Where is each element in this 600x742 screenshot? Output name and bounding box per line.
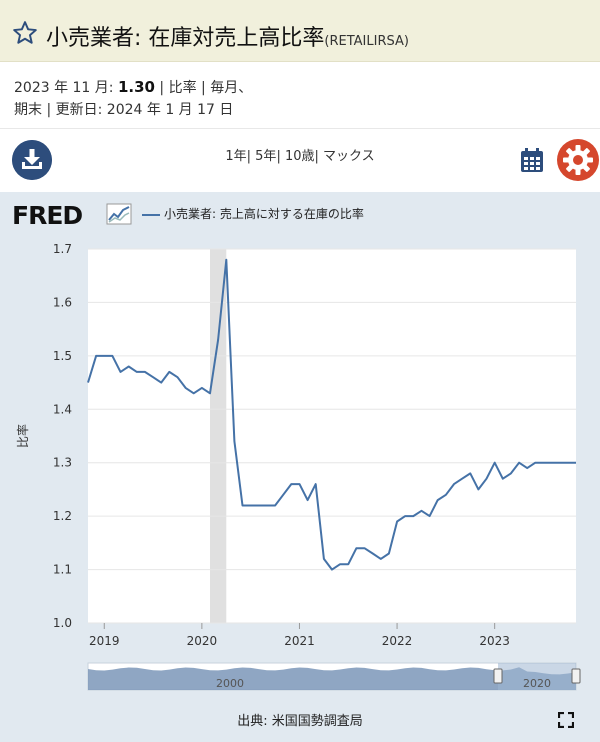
range-max[interactable]: マックス [323, 149, 375, 164]
series-code: (RETAILIRSA) [324, 34, 409, 49]
x-tick-label: 2021 [284, 634, 315, 648]
y-tick-label: 1.4 [53, 402, 72, 416]
series-meta: 2023 年 11 月: 1.30 | 比率 | 毎月、 期末 | 更新日: 2… [14, 76, 252, 121]
y-tick-label: 1.2 [53, 509, 72, 523]
download-button[interactable] [12, 140, 52, 180]
divider [0, 128, 600, 129]
page-title: 小売業者: 在庫対売上高比率(RETAILIRSA) [46, 20, 409, 52]
expand-icon[interactable] [558, 712, 574, 728]
gear-icon[interactable] [557, 139, 599, 181]
meta-units: | 比率 | 毎月、 [154, 80, 253, 96]
date-range-selector: 1年| 5年| 10歳| マックス [225, 149, 375, 164]
meta-line-1: 2023 年 11 月: 1.30 | 比率 | 毎月、 [14, 76, 252, 99]
y-tick-label: 1.0 [53, 616, 72, 630]
series-header: 小売業者: 在庫対売上高比率(RETAILIRSA) [0, 0, 600, 62]
range-1y[interactable]: 1年 [225, 149, 247, 164]
range-10y[interactable]: 10歳 [284, 149, 315, 164]
y-tick-label: 1.5 [53, 349, 72, 363]
legend-series-name: 小売業者: 売上高に対する在庫の比率 [164, 207, 364, 221]
latest-value: 1.30 [117, 78, 155, 96]
star-icon[interactable] [12, 20, 38, 46]
calendar-icon[interactable] [518, 146, 546, 174]
x-tick-label: 2022 [382, 634, 413, 648]
navigator-label: 2020 [523, 677, 551, 690]
x-tick-label: 2020 [187, 634, 218, 648]
x-tick-label: 2023 [479, 634, 510, 648]
navigator-handle-right [571, 668, 581, 684]
range-5y[interactable]: 5年 [255, 149, 277, 164]
fred-logo: FRED [12, 201, 83, 230]
y-tick-label: 1.1 [53, 563, 72, 577]
y-tick-label: 1.6 [53, 295, 72, 309]
chart-legend[interactable]: 小売業者: 売上高に対する在庫の比率 [142, 205, 364, 222]
fred-chart-icon [106, 203, 132, 225]
plot-area [88, 249, 576, 623]
download-icon [22, 149, 42, 169]
navigator-handle-left [493, 668, 503, 684]
navigator-label: 2000 [216, 677, 244, 690]
meta-line-2: 期末 | 更新日: 2024 年 1 月 17 日 [14, 102, 234, 118]
navigator-selection [498, 663, 576, 690]
source-note: 出典: 米国国勢調査局 [237, 714, 363, 729]
legend-swatch [142, 213, 160, 216]
y-tick-label: 1.3 [53, 456, 72, 470]
title-text: 小売業者: 在庫対売上高比率 [46, 26, 325, 51]
line-chart[interactable]: 1.0 1.1 1.2 1.3 1.4 1.5 1.6 1.7 2019 2020 2021 2022… [0, 192, 600, 702]
y-axis-label: 比率 [15, 424, 30, 448]
series-line [87, 258, 576, 571]
y-tick-label: 1.7 [53, 242, 72, 256]
meta-date: 2023 年 11 月: [14, 80, 118, 96]
navigator-series [88, 667, 576, 690]
recession-band [210, 249, 227, 623]
x-tick-label: 2019 [89, 634, 120, 648]
